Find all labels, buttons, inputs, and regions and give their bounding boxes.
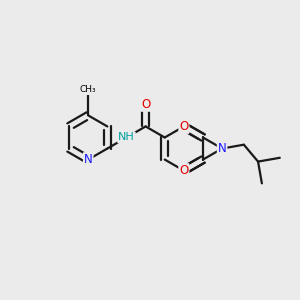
Text: O: O bbox=[179, 164, 188, 177]
Text: O: O bbox=[141, 98, 150, 111]
Text: N: N bbox=[218, 142, 226, 155]
Text: CH₃: CH₃ bbox=[80, 85, 97, 94]
Text: O: O bbox=[179, 120, 188, 133]
Text: N: N bbox=[84, 153, 93, 166]
Text: NH: NH bbox=[118, 133, 135, 142]
